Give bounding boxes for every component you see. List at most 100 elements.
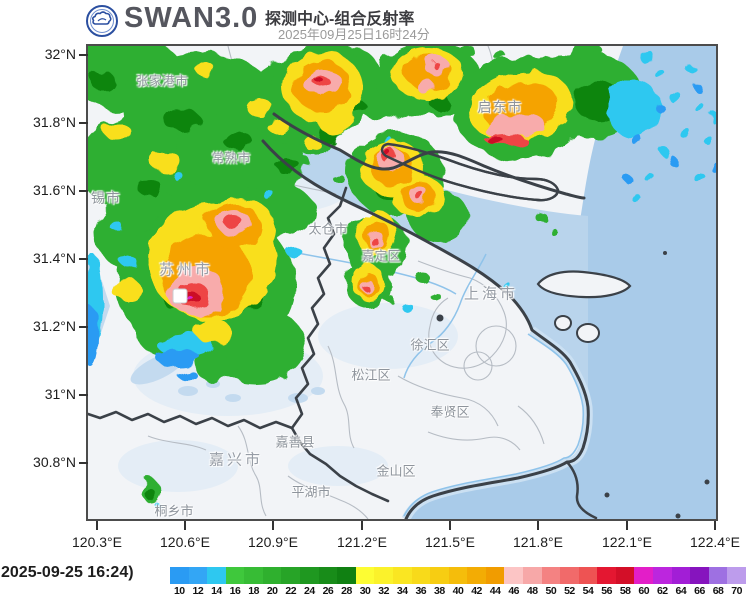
radar-map-canvas: [88, 46, 716, 519]
colorbar-value: 56: [601, 585, 612, 597]
north-bank-line: [272, 112, 586, 200]
colorbar-value: 36: [415, 585, 427, 597]
x-tick-label: 121.2°E: [337, 534, 387, 550]
sea-boundary-stub: [565, 460, 598, 519]
y-tick-mark: [79, 122, 88, 124]
colorbar-cell-62: [653, 567, 672, 584]
colorbar-cell-36: [411, 567, 431, 584]
colorbar-value: 34: [396, 585, 408, 597]
x-tick-mark: [361, 521, 363, 530]
colorbar-value: 48: [526, 585, 538, 597]
colorbar-cell-54: [578, 567, 598, 584]
colorbar-cell-64: [671, 567, 691, 584]
colorbar-value: 50: [545, 585, 557, 597]
colorbar-cell-52: [560, 567, 579, 584]
y-tick-mark: [79, 462, 88, 464]
x-tick-label: 121.5°E: [425, 534, 475, 550]
y-tick-label: 31.6°N: [33, 182, 76, 198]
colorbar-value: 30: [359, 585, 371, 597]
colorbar-value: 58: [619, 585, 631, 597]
colorbar-value: 62: [656, 585, 668, 597]
colorbar-value: 66: [694, 585, 705, 597]
x-tick-label: 120.6°E: [160, 534, 210, 550]
colorbar-value: 40: [452, 585, 464, 597]
x-tick-mark: [714, 521, 716, 530]
colorbar-cell-56: [597, 567, 616, 584]
y-tick-mark: [79, 258, 88, 260]
chongming-outline: [380, 142, 560, 202]
x-tick-label: 121.8°E: [513, 534, 563, 550]
colorbar-value: 38: [434, 585, 445, 597]
colorbar-value: 54: [582, 585, 594, 597]
app-name: SWAN3.0: [124, 2, 259, 34]
hengsha-island-2: [576, 323, 600, 343]
colorbar-cell-42: [467, 567, 486, 584]
colorbar-value: 52: [564, 585, 575, 597]
colorbar-value: 42: [471, 585, 482, 597]
colorbar-cell-38: [430, 567, 449, 584]
colorbar-value: 14: [211, 585, 222, 597]
colorbar-cell-28: [337, 567, 356, 584]
colorbar-cell-26: [318, 567, 338, 584]
colorbar-value: 22: [285, 585, 297, 597]
data-datetime: 2025年09月25日16时24分: [278, 27, 430, 42]
colorbar-value: 32: [378, 585, 389, 597]
y-tick-mark: [79, 190, 88, 192]
colorbar-cell-58: [615, 567, 635, 584]
colorbar-cell-48: [522, 567, 542, 584]
reflectivity-colorbar: [170, 567, 746, 584]
y-tick-label: 31°N: [44, 386, 76, 402]
colorbar-value: 10: [173, 585, 185, 597]
colorbar-value: 28: [341, 585, 352, 597]
page-title: 探测中心-组合反射率: [265, 11, 415, 28]
colorbar-cell-24: [300, 567, 319, 584]
colorbar-value: 24: [303, 585, 315, 597]
colorbar-value: 16: [229, 585, 241, 597]
estuary-islands: [380, 142, 632, 343]
colorbar-cell-68: [708, 567, 728, 584]
x-tick-label: 122.1°E: [602, 534, 652, 550]
shanghai-west-border: [290, 186, 390, 503]
y-tick-label: 31.8°N: [33, 114, 76, 130]
x-tick-mark: [96, 521, 98, 530]
x-tick-mark: [449, 521, 451, 530]
yangtze-river: [263, 108, 588, 407]
colorbar-value: 26: [322, 585, 334, 597]
map-dots: [436, 251, 710, 519]
coastline: [261, 139, 590, 519]
colorbar-cell-34: [392, 567, 412, 584]
changxing-island: [536, 270, 632, 299]
colorbar-value: 44: [489, 585, 501, 597]
colorbar-value: 46: [508, 585, 520, 597]
colorbar-value: 70: [731, 585, 742, 597]
y-tick-label: 30.8°N: [33, 454, 76, 470]
hengsha-island-1: [554, 315, 572, 331]
radar-map: 张家港市 常熟市 锡市 太仓市 苏州市 嘉定区 上海市 徐汇区 松江区 奉贤区 嘉善县 嘉兴市 金山区平…: [86, 44, 718, 521]
colorbar-cell-20: [262, 567, 282, 584]
colorbar-value: 64: [675, 585, 687, 597]
colorbar-cell-30: [355, 567, 375, 584]
colorbar-value: 20: [266, 585, 278, 597]
colorbar-cell-10: [170, 567, 189, 584]
colorbar-cell-60: [634, 567, 654, 584]
x-tick-mark: [272, 521, 274, 530]
y-tick-mark: [79, 326, 88, 328]
colorbar-cell-46: [504, 567, 523, 584]
y-tick-mark: [79, 394, 88, 396]
colorbar-labels: 10 12 14 16 18 20 22 24 26 28 30 32 34 36 38 40 42 44 46 48…: [170, 585, 746, 597]
x-tick-mark: [537, 521, 539, 530]
province-boundaries: [88, 112, 598, 519]
colorbar-cell-14: [207, 567, 226, 584]
x-tick-mark: [184, 521, 186, 530]
colorbar-value: 12: [192, 585, 204, 597]
y-tick-label: 31.2°N: [33, 318, 76, 334]
x-tick-label: 120.3°E: [72, 534, 122, 550]
colorbar-cell-18: [244, 567, 263, 584]
shanghai-city-dot: [436, 314, 444, 322]
y-tick-label: 32°N: [44, 46, 76, 62]
colorbar-cell-70: [727, 567, 746, 584]
x-tick-label: 122.4°E: [690, 534, 740, 550]
radar-site-marker: [172, 288, 188, 304]
colorbar-cell-50: [541, 567, 561, 584]
